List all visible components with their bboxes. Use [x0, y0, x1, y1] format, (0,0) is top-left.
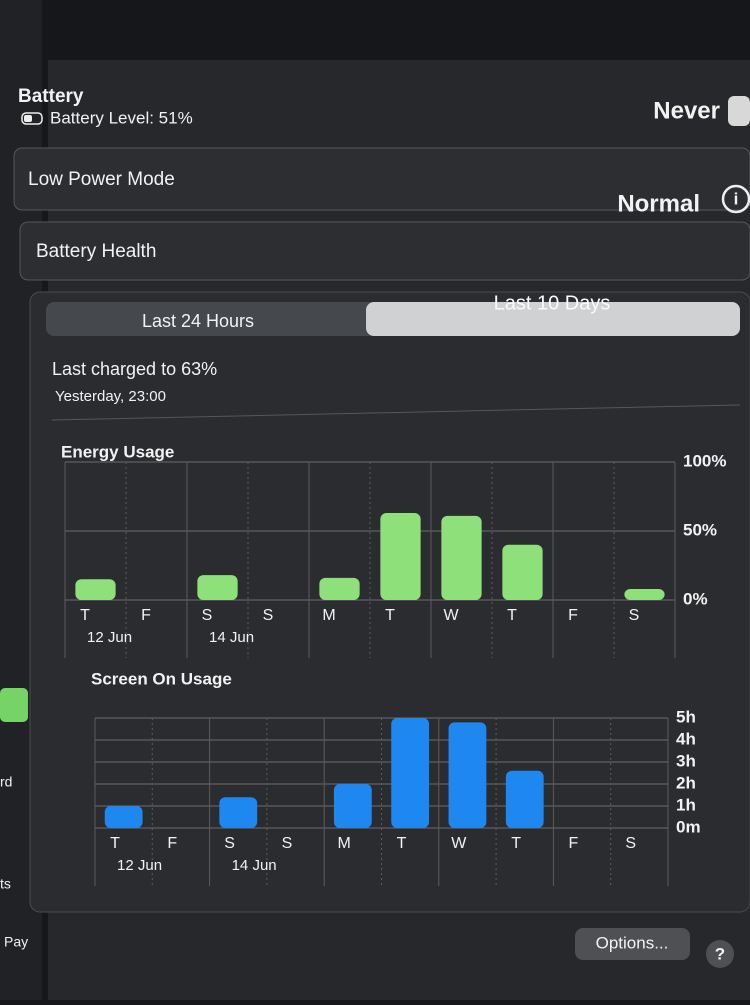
- y-tick-label: 0m: [676, 817, 701, 836]
- bar: [380, 513, 421, 600]
- battery-icon: [21, 112, 43, 125]
- bar: [104, 806, 143, 828]
- x-date-label: 12 Jun: [87, 629, 132, 646]
- x-tick-label: M: [338, 835, 351, 852]
- x-tick-label: F: [568, 607, 578, 624]
- x-tick-label: F: [141, 607, 151, 624]
- bar: [505, 770, 544, 828]
- x-tick-label: F: [569, 835, 579, 852]
- popup-stepper[interactable]: [728, 96, 750, 126]
- sidebar-item[interactable]: ts: [0, 876, 11, 892]
- tab[interactable]: Last 10 Days: [494, 292, 611, 314]
- info-button[interactable]: [721, 184, 750, 214]
- divider: [51, 404, 741, 421]
- x-tick-label: T: [511, 835, 521, 852]
- x-date-label: 12 Jun: [117, 857, 162, 874]
- x-tick-label: S: [224, 835, 235, 852]
- section-title: Battery: [18, 86, 84, 107]
- x-tick-label: T: [385, 607, 395, 624]
- y-tick-label: 100%: [683, 451, 726, 470]
- x-tick-label: W: [451, 835, 467, 852]
- popup-value[interactable]: Never: [653, 97, 720, 124]
- chart-title: Screen On Usage: [91, 669, 232, 688]
- options-label[interactable]: Options...: [596, 933, 669, 952]
- x-tick-label: T: [397, 835, 407, 852]
- y-tick-label: 2h: [676, 773, 696, 792]
- y-tick-label: 4h: [676, 729, 696, 748]
- bar: [197, 575, 238, 600]
- y-tick-label: 3h: [676, 751, 696, 770]
- bar: [391, 718, 430, 828]
- help-label[interactable]: ?: [715, 944, 725, 963]
- y-tick-label: 1h: [676, 795, 696, 814]
- row-label: Low Power Mode: [28, 169, 175, 190]
- battery-level: Battery Level: 51%: [50, 108, 193, 127]
- row-label: Battery Health: [36, 241, 156, 262]
- bar: [502, 544, 543, 600]
- bar: [333, 784, 372, 828]
- tab[interactable]: Last 24 Hours: [142, 311, 254, 331]
- x-tick-label: M: [322, 607, 335, 624]
- settings-row: [19, 221, 750, 281]
- x-tick-label: S: [629, 607, 640, 624]
- bar: [219, 797, 258, 828]
- x-tick-label: T: [507, 607, 517, 624]
- x-date-label: 14 Jun: [209, 629, 254, 646]
- bar: [75, 579, 116, 600]
- battery-icon-fill: [24, 115, 32, 122]
- settings-row: [13, 147, 750, 211]
- bar: [319, 577, 360, 600]
- x-tick-label: W: [443, 607, 459, 624]
- sidebar-item[interactable]: rd: [0, 774, 12, 790]
- y-tick-label: 0%: [683, 589, 708, 608]
- last-charged-time: Yesterday, 23:00: [55, 388, 166, 405]
- health-value: Normal: [617, 190, 700, 217]
- x-tick-label: S: [263, 607, 274, 624]
- y-tick-label: 50%: [683, 520, 717, 539]
- bar: [448, 722, 487, 828]
- bar: [624, 588, 665, 600]
- tab-selected[interactable]: [366, 302, 740, 336]
- x-tick-label: S: [282, 835, 293, 852]
- x-tick-label: T: [80, 607, 90, 624]
- help-button[interactable]: [706, 940, 734, 968]
- x-tick-label: F: [167, 835, 177, 852]
- x-tick-label: S: [202, 607, 213, 624]
- options-button[interactable]: [575, 928, 690, 960]
- last-charged: Last charged to 63%: [52, 359, 217, 379]
- info-icon[interactable]: i: [734, 189, 739, 208]
- sidebar-toggle[interactable]: [0, 688, 28, 722]
- x-tick-label: T: [110, 835, 120, 852]
- x-tick-label: S: [625, 835, 636, 852]
- sidebar-item[interactable]: Pay: [4, 934, 28, 950]
- y-tick-label: 5h: [676, 707, 696, 726]
- x-date-label: 14 Jun: [232, 857, 277, 874]
- chart-title: Energy Usage: [61, 442, 174, 461]
- bar: [441, 515, 482, 600]
